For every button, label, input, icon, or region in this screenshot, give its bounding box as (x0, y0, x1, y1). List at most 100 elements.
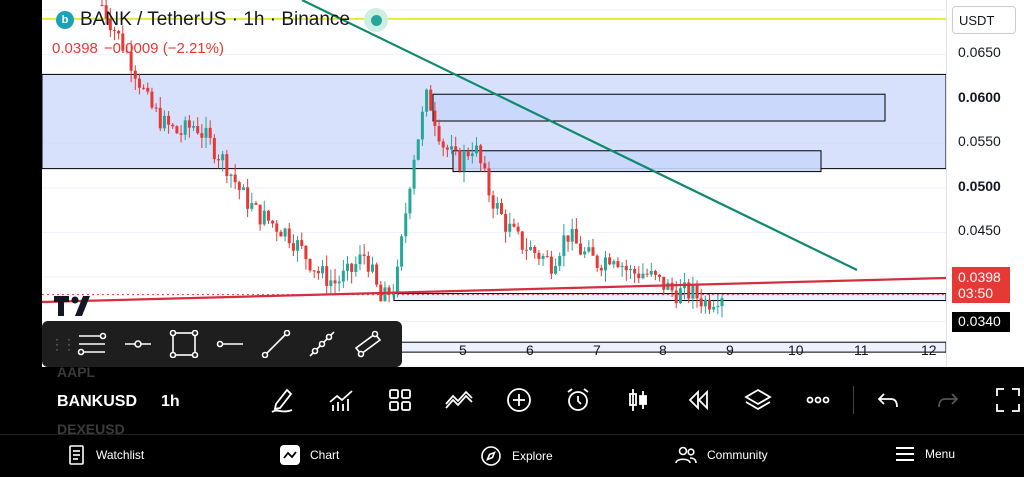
candle-body (649, 270, 653, 275)
price-label: 0.0450 (958, 222, 1001, 238)
horizontal-line-tool-icon[interactable] (214, 328, 246, 360)
trend-line-tool-icon[interactable] (260, 328, 292, 360)
candle-body (703, 299, 707, 307)
candle-body (366, 255, 370, 272)
candle-body (150, 91, 154, 108)
candle-body (383, 287, 387, 302)
nav-watchlist[interactable]: Watchlist (68, 445, 144, 465)
candle-body (608, 257, 612, 265)
templates-grid-icon[interactable] (384, 384, 416, 416)
chart-canvas[interactable] (42, 0, 946, 367)
candle-body (470, 153, 474, 157)
candle-body (612, 261, 616, 265)
time-label: 7 (593, 342, 601, 358)
community-icon (675, 446, 697, 464)
time-label: 8 (659, 342, 667, 358)
candle-body (466, 151, 470, 157)
current-symbol[interactable]: BANKUSD (57, 393, 137, 410)
redo-icon[interactable] (932, 384, 964, 416)
candle-body (583, 251, 587, 255)
zone-box (393, 293, 946, 302)
symbol-title[interactable]: BANK / TetherUS · 1h · Binance (80, 9, 350, 30)
nav-community[interactable]: Community (675, 445, 768, 465)
candle-body (712, 306, 716, 310)
nav-menu[interactable]: Menu (895, 445, 955, 463)
candle-body (670, 282, 674, 291)
candle-body (137, 78, 141, 88)
candle-body (162, 115, 166, 129)
draw-pen-icon[interactable] (266, 384, 298, 416)
parallel-channel-tool-icon[interactable] (352, 328, 384, 360)
compare-symbol-icon[interactable] (443, 384, 475, 416)
candle-body (416, 139, 420, 160)
candle-body (483, 163, 487, 169)
candle-body (579, 243, 583, 255)
candle-body (283, 228, 287, 237)
nav-chart[interactable]: Chart (280, 445, 339, 465)
candle-body (508, 223, 512, 232)
candle-body (212, 138, 216, 160)
nav-explore[interactable]: Explore (480, 445, 553, 467)
candle-body (445, 147, 449, 150)
candle-body (412, 159, 416, 189)
price-label: 0.0550 (958, 133, 1001, 149)
rectangle-tool-icon[interactable] (168, 328, 200, 360)
candle-body (250, 203, 254, 209)
candle-body (716, 306, 720, 308)
currency-select[interactable]: USDT (952, 6, 1016, 34)
candle-body (370, 264, 374, 272)
candle-body (595, 255, 599, 268)
menu-icon (896, 447, 914, 461)
trend-lines-tool-icon[interactable] (76, 328, 108, 360)
support-trendline (42, 276, 946, 304)
add-icon[interactable] (503, 384, 535, 416)
candle-body (504, 213, 508, 232)
candle-body (287, 228, 291, 244)
candle-body (387, 287, 391, 295)
next-symbol[interactable]: DEXEUSD (57, 421, 125, 437)
market-status-icon[interactable] (364, 8, 388, 32)
horizontal-ray-tool-icon[interactable] (122, 328, 154, 360)
candle-body (296, 240, 300, 251)
price-label: 0.0500 (958, 178, 1001, 194)
info-line-tool-icon[interactable] (306, 328, 338, 360)
candle-style-icon[interactable] (622, 384, 654, 416)
candle-body (520, 231, 524, 250)
candle-body (104, 5, 108, 19)
candle-body (246, 187, 250, 209)
candle-body (125, 50, 129, 52)
replay-icon[interactable] (682, 384, 714, 416)
fullscreen-icon[interactable] (992, 384, 1024, 416)
drag-handle-icon[interactable]: ⋮⋮ (50, 335, 76, 352)
candle-body (695, 284, 699, 299)
candle-body (458, 150, 462, 171)
drawing-toolbar: ⋮⋮ (42, 321, 402, 367)
candle-body (208, 127, 212, 139)
chart-plot[interactable] (42, 0, 946, 367)
indicators-icon[interactable] (325, 384, 357, 416)
candle-body (537, 252, 541, 259)
candle-body (196, 125, 200, 134)
candle-body (653, 270, 657, 275)
candle-body (321, 266, 325, 274)
zone-box (452, 150, 822, 173)
candle-body (420, 111, 424, 140)
more-icon[interactable] (802, 384, 834, 416)
layers-icon[interactable] (742, 384, 774, 416)
alert-clock-icon[interactable] (562, 384, 594, 416)
prev-symbol[interactable]: AAPL (57, 364, 96, 380)
undo-icon[interactable] (872, 384, 904, 416)
toolbar-separator (853, 386, 854, 414)
price-axis[interactable] (946, 0, 1024, 367)
candle-body (266, 210, 270, 221)
candle-body (241, 187, 245, 190)
candle-body (362, 254, 366, 256)
interval-select[interactable]: 1h (161, 393, 180, 410)
candle-body (437, 125, 441, 142)
candle-body (329, 280, 333, 286)
nav-label: Community (707, 448, 768, 462)
watchlist-icon (69, 445, 84, 465)
candle-body (491, 195, 495, 209)
time-label: 5 (459, 342, 467, 358)
